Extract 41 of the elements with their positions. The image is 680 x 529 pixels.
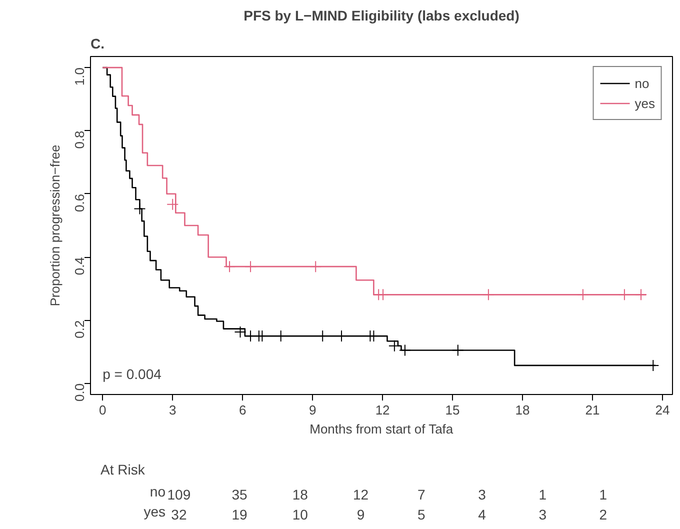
x-tick-label: 18 xyxy=(515,402,530,418)
y-axis-title: Proportion progression−free xyxy=(48,144,62,306)
annotation: p = 0.004 xyxy=(102,366,162,382)
y-tick-label: 0.0 xyxy=(72,383,87,402)
text: 18 xyxy=(292,486,308,502)
text: At Risk xyxy=(100,462,146,478)
x-tick-label: 15 xyxy=(445,402,460,418)
legend-label: yes xyxy=(634,96,655,110)
text: 4 xyxy=(478,506,486,522)
text: 7 xyxy=(417,486,426,502)
x-tick-label: 3 xyxy=(168,402,176,418)
text: 109 xyxy=(167,486,191,502)
text: yes xyxy=(144,504,166,520)
text: 2 xyxy=(599,506,608,522)
y-tick-label: 0.2 xyxy=(72,320,87,338)
x-tick-label: 24 xyxy=(655,402,670,418)
text: 3 xyxy=(538,506,547,522)
text: 1 xyxy=(599,486,608,502)
x-tick-label: 0 xyxy=(99,402,106,418)
text: 5 xyxy=(417,506,426,522)
y-tick-label: 0.6 xyxy=(72,194,87,212)
text: 19 xyxy=(232,506,248,522)
y-tick-label: 0.4 xyxy=(72,257,87,276)
chart-title: PFS by L−MIND Eligibility (labs excluded) xyxy=(244,8,520,24)
y-tick-label: 0.8 xyxy=(72,130,87,149)
x-tick-label: 9 xyxy=(308,402,316,418)
text: 1 xyxy=(538,486,547,502)
x-axis-title: Months from start of Tafa xyxy=(310,422,454,436)
y-tick-label: 1.0 xyxy=(72,68,87,86)
x-tick-label: 12 xyxy=(375,402,390,418)
text: no xyxy=(150,484,166,500)
text: 12 xyxy=(352,486,369,502)
x-tick-label: 21 xyxy=(585,402,600,418)
text: C. xyxy=(90,36,104,52)
x-tick-label: 6 xyxy=(238,402,246,418)
text: 10 xyxy=(292,506,308,522)
legend-label: no xyxy=(634,76,650,90)
text: 32 xyxy=(171,506,187,522)
text: 35 xyxy=(232,486,248,502)
text: 9 xyxy=(356,506,365,522)
text: 3 xyxy=(478,486,486,502)
